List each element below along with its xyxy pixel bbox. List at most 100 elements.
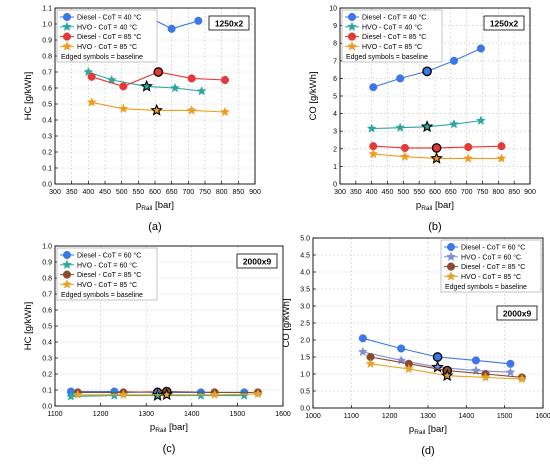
x-tick-label: 700	[461, 189, 473, 196]
data-point	[464, 142, 473, 152]
legend-marker	[446, 242, 456, 252]
data-point	[209, 389, 220, 399]
x-axis-label: pRail [bar]	[416, 200, 454, 212]
legend-box	[56, 247, 158, 301]
y-tick-label: 0.5	[300, 389, 310, 396]
chart-panel-a: 300 350 400 450 500 550 600 650 700 750 800 850 900 0…	[23, 6, 261, 234]
data-point	[476, 44, 485, 53]
legend-marker	[62, 21, 72, 31]
x-tick-label: 400	[366, 189, 378, 196]
data-point	[397, 344, 406, 353]
data-point	[86, 97, 97, 107]
series-1	[369, 44, 485, 92]
series-4	[368, 148, 507, 164]
x-tick-label: 650	[445, 189, 457, 196]
data-point	[431, 143, 442, 153]
x-tick-label: 1400	[459, 413, 475, 420]
y-tick-label: 5.0	[300, 236, 310, 243]
y-tick-label: 0.3	[42, 134, 52, 141]
chart-panel-c: 1100 1200 1300 1400 1500 1600 0.0 0.1 0.2 0.3 0.4 0…	[23, 244, 291, 456]
series-2	[366, 115, 486, 133]
y-tick-label: 0.0	[42, 182, 52, 189]
setting-label: 2000x9	[243, 257, 272, 267]
legend-marker	[62, 259, 72, 269]
data-point	[369, 83, 378, 92]
data-point	[480, 372, 491, 382]
legend-label: HVO - CoT = 85 °C	[461, 273, 521, 281]
x-axis-label: pRail [bar]	[150, 422, 188, 434]
data-point	[366, 123, 377, 133]
legend-note: Edged symbols = baseline	[445, 284, 527, 291]
data-point	[430, 151, 443, 164]
y-tick-label: 3.0	[300, 304, 310, 311]
y-axis-label: CO [g/kWh]	[308, 71, 319, 120]
plot-frame	[339, 7, 531, 185]
x-tick-label: 650	[166, 189, 178, 196]
x-tick-label: 500	[397, 189, 409, 196]
series-4	[72, 388, 263, 401]
data-point	[160, 388, 174, 401]
x-tick-label: 800	[492, 189, 504, 196]
legend-box	[56, 9, 158, 63]
x-tick-label: 1500	[230, 411, 246, 418]
data-point	[505, 367, 516, 377]
y-tick-label: 0.1	[42, 166, 52, 173]
legend-label: Diesel - CoT = 85 °C	[362, 33, 426, 41]
legend-note: Edged symbols = baseline	[61, 54, 143, 61]
data-point	[496, 153, 507, 163]
x-tick-label: 450	[99, 189, 111, 196]
data-point	[118, 389, 129, 399]
panel-label: (b)	[428, 221, 441, 233]
x-tick-label: 1500	[497, 413, 513, 420]
x-tick-label: 300	[334, 189, 346, 196]
data-point	[369, 142, 378, 151]
data-point	[422, 66, 432, 77]
y-tick-label: 0.0	[300, 406, 310, 413]
data-point	[432, 352, 443, 362]
y-tick-label: 0.7	[42, 292, 52, 299]
data-point	[170, 82, 180, 93]
data-point	[497, 142, 506, 151]
setting-box	[236, 253, 278, 269]
x-tick-label: 400	[82, 189, 94, 196]
panel-label: (c)	[163, 443, 176, 455]
legend-marker	[446, 251, 456, 261]
x-tick-label: 750	[477, 189, 489, 196]
y-tick-label: 0.1	[42, 388, 52, 395]
data-point	[87, 72, 96, 81]
legend-marker	[347, 41, 357, 51]
legend-marker	[347, 12, 357, 22]
data-point	[66, 391, 76, 401]
y-tick-label: 5	[333, 94, 337, 101]
chart-panel-d: 1000 1100 1200 1300 1400 1500 1600 0.0 0.5 1.0 1.5…	[281, 236, 550, 458]
y-tick-label: 3	[333, 129, 337, 136]
y-tick-label: 2	[333, 146, 337, 153]
y-tick-label: 0.9	[42, 38, 52, 45]
y-tick-label: 0.6	[42, 308, 52, 315]
data-point	[365, 358, 376, 368]
x-tick-label: 1300	[138, 411, 154, 418]
data-point	[118, 103, 129, 113]
plot-frame	[54, 7, 256, 185]
data-point	[420, 120, 434, 133]
legend-marker	[446, 271, 456, 281]
y-tick-label: 0.0	[42, 404, 52, 411]
setting-label: 2000x9	[503, 309, 532, 319]
setting-label: 1250x2	[490, 19, 519, 29]
data-point	[440, 369, 454, 382]
data-point	[400, 143, 409, 152]
x-tick-label: 1400	[184, 411, 200, 418]
legend-label: Diesel - CoT = 40 °C	[77, 14, 141, 22]
y-tick-label: 1.0	[42, 22, 52, 29]
legend-label: HVO - CoT = 60 °C	[461, 253, 521, 261]
y-tick-label: 0	[333, 182, 337, 189]
data-point	[471, 356, 480, 365]
x-tick-label: 1000	[305, 413, 321, 420]
y-tick-label: 0.3	[42, 356, 52, 363]
x-tick-label: 600	[429, 189, 441, 196]
